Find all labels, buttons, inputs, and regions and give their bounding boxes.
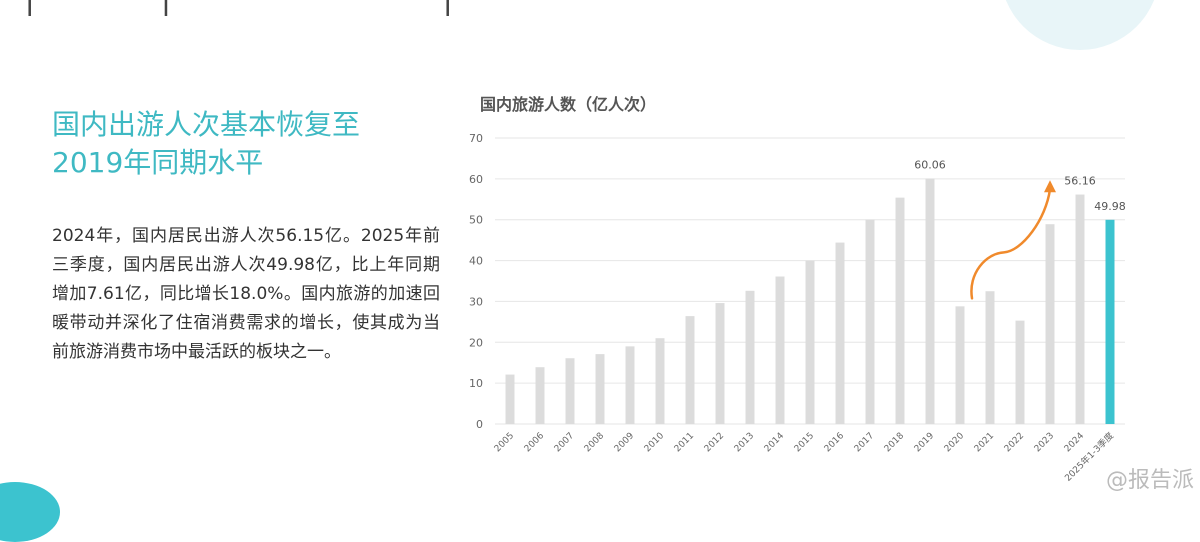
x-tick-label: 2019 (913, 431, 936, 454)
trend-arrow-head (1044, 180, 1056, 193)
x-tick-label: 2006 (523, 431, 546, 454)
bar-2012 (715, 303, 725, 424)
bar-2019 (925, 178, 935, 424)
bar-2011 (685, 316, 695, 424)
x-tick-label: 2021 (973, 431, 996, 454)
body-paragraph: 2024年，国内居民出游人次56.15亿。2025年前三季度，国内居民出游人次4… (52, 226, 440, 362)
y-tick-label: 0 (476, 418, 483, 431)
x-tick-label: 2014 (763, 431, 786, 454)
x-tick-label: 2020 (943, 431, 966, 454)
bar-2015 (805, 260, 815, 424)
watermark-text: @报告派 (1105, 468, 1194, 493)
decorative-circle (0, 482, 60, 542)
x-tick-label: 2023 (1033, 431, 1056, 454)
chart-data-labels: 60.06 56.16 49.98 (914, 159, 1126, 213)
y-tick-label: 50 (469, 214, 483, 227)
y-tick-label: 20 (469, 336, 483, 349)
bar-2008 (595, 354, 605, 424)
x-tick-label: 2018 (883, 431, 906, 454)
x-tick-label: 2024 (1063, 431, 1086, 454)
bar-2006 (535, 367, 545, 424)
x-tick-label: 2010 (643, 431, 666, 454)
x-tick-label: 2008 (583, 431, 606, 454)
heading-line-1: 国内出游人次基本恢复至 (52, 108, 361, 141)
y-tick-label: 30 (469, 295, 483, 308)
page-top-title-cropped: │······│··············│·················… (20, 0, 1020, 16)
bar-2016 (835, 242, 845, 424)
bar-2024 (1075, 194, 1085, 424)
bar-2020 (955, 306, 965, 424)
tourism-bar-chart: 国内旅游人数（亿人次） 0 10 20 30 40 50 60 70 2005 2006 2007… (469, 95, 1126, 484)
bar-2017 (865, 219, 875, 424)
y-tick-label: 70 (469, 132, 483, 145)
chart-annotations (970, 180, 1056, 300)
x-tick-label: 2012 (703, 431, 726, 454)
data-label-2019: 60.06 (914, 159, 946, 172)
heading-line-2: 2019年同期水平 (52, 146, 264, 179)
bar-2013 (745, 290, 755, 424)
x-tick-label: 2007 (553, 431, 576, 454)
y-tick-label: 10 (469, 377, 483, 390)
x-tick-label: 2016 (823, 431, 846, 454)
x-axis: 2005 2006 2007 2008 2009 2010 2011 2012 2013 2014… (493, 430, 1116, 484)
bar-2018 (895, 197, 905, 424)
x-tick-label: 2017 (853, 431, 876, 454)
bar-2009 (625, 346, 635, 424)
x-tick-label: 2011 (673, 431, 696, 454)
y-axis: 0 10 20 30 40 50 60 70 (469, 132, 483, 431)
bar-2025年1-3季度 (1105, 219, 1115, 424)
bar-2023 (1045, 224, 1055, 424)
data-label-2024: 56.16 (1064, 175, 1096, 188)
bar-2007 (565, 358, 575, 424)
decorative-circle (1000, 0, 1160, 50)
y-tick-label: 40 (469, 255, 483, 268)
y-tick-label: 60 (469, 173, 483, 186)
x-tick-label: 2009 (613, 431, 636, 454)
x-tick-label: 2015 (793, 431, 816, 454)
bar-2014 (775, 276, 785, 424)
x-tick-label: 2013 (733, 431, 756, 454)
section-heading: 国内出游人次基本恢复至 2019年同期水平 (52, 106, 432, 182)
bar-2005 (505, 374, 515, 424)
data-label-2025年1-3季度: 49.98 (1094, 200, 1126, 213)
x-tick-label: 2022 (1003, 431, 1026, 454)
chart-bars (505, 178, 1115, 424)
bar-2022 (1015, 320, 1025, 424)
chart-title: 国内旅游人数（亿人次） (480, 95, 656, 114)
bar-2021 (985, 291, 995, 424)
x-tick-label: 2005 (493, 431, 516, 454)
trend-arrow-line (970, 187, 1052, 300)
bar-2010 (655, 338, 665, 424)
